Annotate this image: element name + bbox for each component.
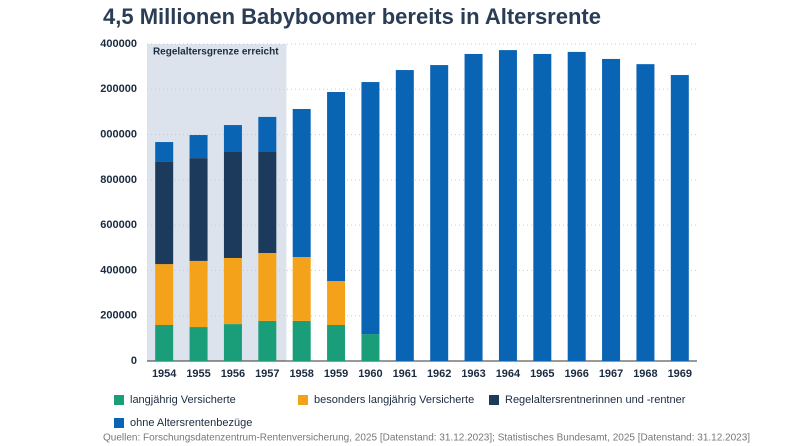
x-tick-label: 1956 (221, 368, 245, 380)
bar-segment (327, 92, 346, 282)
bar-segment (155, 324, 174, 361)
y-tick-label: 0 (131, 355, 137, 367)
legend-label: ohne Altersrentenbezüge (130, 417, 252, 429)
bar-segment (223, 152, 242, 258)
bar-segment (223, 257, 242, 325)
y-tick-label: 600000 (100, 219, 137, 231)
bar-segment (327, 324, 346, 361)
bar-segment (189, 327, 208, 361)
bar-segment (258, 116, 277, 153)
y-tick-label: 400000 (100, 38, 137, 50)
x-tick-label: 1957 (255, 368, 279, 380)
bar-segment (567, 51, 586, 362)
x-tick-label: 1959 (324, 368, 348, 380)
bar-segment (430, 65, 449, 361)
y-tick-label: 800000 (100, 174, 137, 186)
x-tick-label: 1966 (564, 368, 588, 380)
bar-segment (258, 320, 277, 361)
legend-swatch (298, 395, 308, 405)
legend-swatch (114, 418, 124, 428)
x-tick-label: 1962 (427, 368, 451, 380)
bar-segment (189, 158, 208, 261)
bar-segment (258, 152, 277, 253)
bar-segment (292, 257, 311, 321)
legend-label: besonders langjährig Versicherte (314, 394, 474, 406)
legend-label: Regelaltersrentnerinnen und -rentner (505, 394, 686, 406)
x-tick-label: 1960 (358, 368, 382, 380)
bar-segment (361, 334, 380, 361)
bar-segment (223, 324, 242, 361)
bar-segment (258, 252, 277, 321)
x-tick-label: 1968 (633, 368, 657, 380)
x-tick-label: 1967 (599, 368, 623, 380)
legend-swatch (114, 395, 124, 405)
y-tick-label: 000000 (100, 128, 137, 140)
x-tick-label: 1964 (496, 368, 521, 380)
bar-segment (636, 64, 655, 361)
y-tick-label: 200000 (100, 310, 137, 322)
x-tick-label: 1965 (530, 368, 554, 380)
bar-segment (395, 70, 414, 362)
y-tick-label: 200000 (100, 83, 137, 95)
bar-segment (670, 75, 689, 361)
bar-segment (533, 53, 552, 361)
bar-segment (361, 82, 380, 335)
x-tick-label: 1969 (668, 368, 692, 380)
bar-segment (189, 135, 208, 159)
legend-swatch (489, 395, 499, 405)
bar-segment (292, 108, 311, 258)
x-tick-label: 1954 (152, 368, 177, 380)
y-tick-label: 400000 (100, 264, 137, 276)
x-tick-label: 1963 (461, 368, 485, 380)
bar-segment (155, 161, 174, 265)
bar-segment (189, 260, 208, 328)
x-tick-label: 1955 (186, 368, 210, 380)
bar-segment (498, 50, 517, 361)
bar-segment (155, 142, 174, 162)
source: Quellen: Forschungsdatenzentrum-Rentenve… (103, 433, 750, 444)
legend-label: langjährig Versicherte (130, 394, 236, 406)
bar-segment (155, 264, 174, 325)
x-tick-label: 1961 (393, 368, 417, 380)
bar-segment (327, 281, 346, 325)
chart-title: 4,5 Millionen Babyboomer bereits in Alte… (103, 4, 601, 29)
bar-segment (292, 320, 311, 361)
bar-segment (602, 58, 621, 362)
highlight-label: Regelaltersgrenze erreicht (153, 47, 279, 58)
bar-segment (464, 53, 483, 361)
bar-segment (223, 125, 242, 153)
x-tick-label: 1958 (289, 368, 313, 380)
